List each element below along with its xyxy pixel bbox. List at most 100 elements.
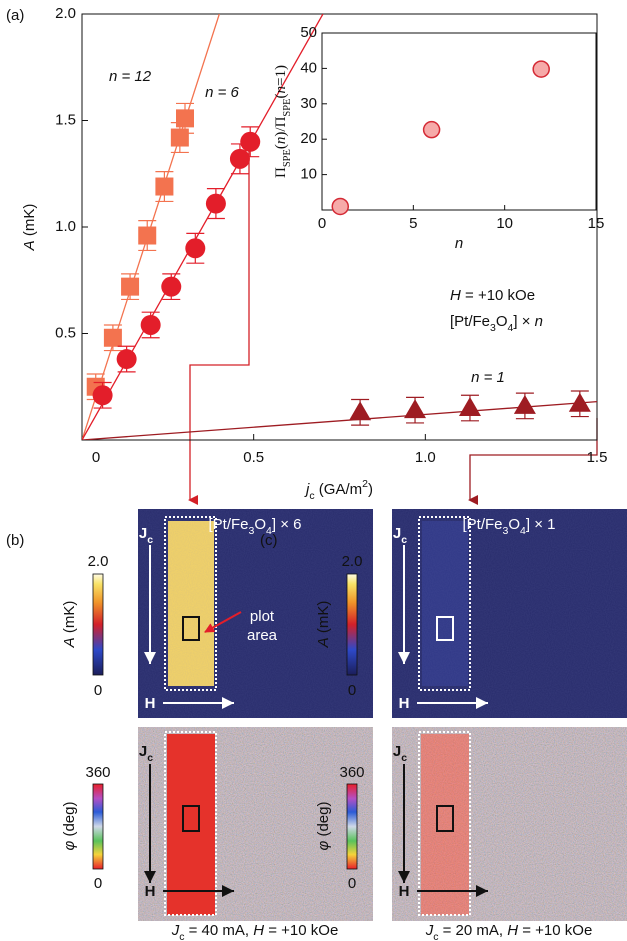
annotation-field-part: = +10 kOe bbox=[461, 287, 535, 304]
x-tick-label: 0 bbox=[92, 449, 100, 466]
panel-label: (a) bbox=[6, 7, 24, 24]
panel-label: (c) bbox=[260, 532, 278, 549]
annotation-sample: [Pt/Fe3O4] × n bbox=[450, 313, 543, 334]
sample-title-part: 3 bbox=[503, 525, 509, 537]
x-axis-label-part: 2 bbox=[362, 478, 368, 490]
fit-line bbox=[82, 401, 597, 440]
caption: Jc = 20 mA, H = +10 kOe bbox=[425, 922, 593, 941]
y-axis-label-part: )/Π bbox=[273, 116, 289, 136]
caption: Jc = 40 mA, H = +10 kOe bbox=[171, 922, 339, 941]
y-axis-label-part: n bbox=[273, 137, 289, 145]
phase-sample bbox=[167, 734, 215, 915]
marker bbox=[155, 177, 174, 196]
y-axis-label-part: (mK) bbox=[21, 204, 38, 241]
x-axis-label: jc (GA/m2) bbox=[304, 478, 373, 502]
marker bbox=[205, 193, 226, 214]
x-tick-label: 15 bbox=[588, 215, 605, 232]
marker bbox=[92, 385, 113, 406]
y-tick-label: 20 bbox=[300, 130, 317, 147]
series-label: n = 12 bbox=[109, 68, 152, 85]
caption-part: J bbox=[171, 922, 180, 939]
plot-area-box bbox=[182, 805, 200, 832]
marker bbox=[513, 394, 536, 414]
caption-part: H bbox=[253, 922, 264, 939]
amp-label: A (mK) bbox=[61, 601, 78, 649]
annotation-field-part: H bbox=[450, 287, 461, 304]
amp-label-part: A bbox=[315, 637, 332, 648]
current-label-part: c bbox=[147, 534, 153, 546]
amp-min: 0 bbox=[94, 682, 102, 699]
plot-area-box bbox=[436, 805, 454, 832]
marker bbox=[170, 128, 189, 147]
plot-area-box bbox=[436, 616, 454, 641]
amp-label-part: A bbox=[61, 637, 78, 648]
sample-outline bbox=[418, 731, 471, 916]
x-axis-label-part: c bbox=[309, 490, 314, 502]
note-line: area bbox=[247, 627, 278, 644]
sample-title: [Pt/Fe3O4] × 6 bbox=[209, 516, 302, 537]
x-axis-label-part: (GA/m bbox=[315, 481, 363, 498]
sample-outline bbox=[164, 731, 217, 916]
y-axis-label-part: n bbox=[273, 86, 289, 94]
marker bbox=[331, 197, 350, 216]
caption-part: = +10 kOe bbox=[518, 922, 592, 939]
sample-title-part: 4 bbox=[266, 525, 272, 537]
y-axis-label: A (mK) bbox=[21, 204, 38, 252]
caption-part: = +10 kOe bbox=[264, 922, 338, 939]
y-axis-label-part: SPE bbox=[282, 149, 293, 167]
marker bbox=[422, 120, 441, 139]
caption-part: = 40 mA, bbox=[184, 922, 253, 939]
series-label: n = 6 bbox=[205, 84, 239, 101]
marker bbox=[185, 238, 206, 259]
current-label-part: J bbox=[393, 743, 401, 760]
x-tick-label: 5 bbox=[409, 215, 417, 232]
amp-label-part: (mK) bbox=[315, 601, 332, 638]
note-arrow bbox=[204, 611, 242, 633]
fit-line bbox=[82, 14, 324, 440]
annotation-sample-part: [Pt/Fe bbox=[450, 313, 490, 330]
x-axis-label-part: ) bbox=[368, 481, 373, 498]
current-label-part: c bbox=[401, 752, 407, 764]
y-axis-label-part: ( bbox=[273, 93, 289, 98]
sample-title-part: 3 bbox=[249, 525, 255, 537]
sample-title-part: [Pt/Fe bbox=[209, 516, 249, 533]
phase-label-part: (deg) bbox=[61, 802, 78, 841]
sample-noise bbox=[422, 521, 468, 686]
y-axis-label-part: =1) bbox=[273, 65, 289, 86]
x-tick-label: 1.0 bbox=[415, 449, 436, 466]
y-tick-label: 0.5 bbox=[55, 324, 76, 341]
sample-title-part: ] × 6 bbox=[272, 516, 302, 533]
field-label: H bbox=[145, 695, 156, 712]
sample-title-part: O bbox=[254, 516, 266, 533]
current-label-part: J bbox=[139, 525, 147, 542]
y-tick-label: 1.0 bbox=[55, 218, 76, 235]
phase-min: 0 bbox=[348, 875, 356, 892]
amp-colorbar bbox=[92, 573, 104, 676]
current-label-part: c bbox=[147, 752, 153, 764]
phase-colorbar bbox=[92, 783, 104, 870]
sample-title-part: [Pt/Fe bbox=[463, 516, 503, 533]
phase-label-part: (deg) bbox=[315, 802, 332, 841]
marker bbox=[458, 397, 481, 417]
inset-frame bbox=[321, 32, 597, 211]
y-axis-label: ΠSPE(n)/ΠSPE(n=1) bbox=[273, 65, 292, 178]
sample-outline bbox=[418, 516, 471, 691]
y-axis-label-part: SPE bbox=[282, 98, 293, 116]
marker bbox=[138, 226, 157, 245]
marker bbox=[349, 401, 372, 421]
y-tick-label: 30 bbox=[300, 95, 317, 112]
amp-max: 2.0 bbox=[88, 553, 109, 570]
current-label-part: J bbox=[393, 525, 401, 542]
x-tick-label: 0.5 bbox=[243, 449, 264, 466]
x-tick-label: 10 bbox=[496, 215, 513, 232]
marker bbox=[121, 277, 140, 296]
marker bbox=[161, 276, 182, 297]
marker bbox=[532, 60, 550, 78]
sample-title: [Pt/Fe3O4] × 1 bbox=[463, 516, 556, 537]
phase-max: 360 bbox=[339, 764, 364, 781]
marker bbox=[140, 314, 161, 335]
sample-title-part: ] × 1 bbox=[526, 516, 556, 533]
note: plot area bbox=[247, 608, 278, 644]
